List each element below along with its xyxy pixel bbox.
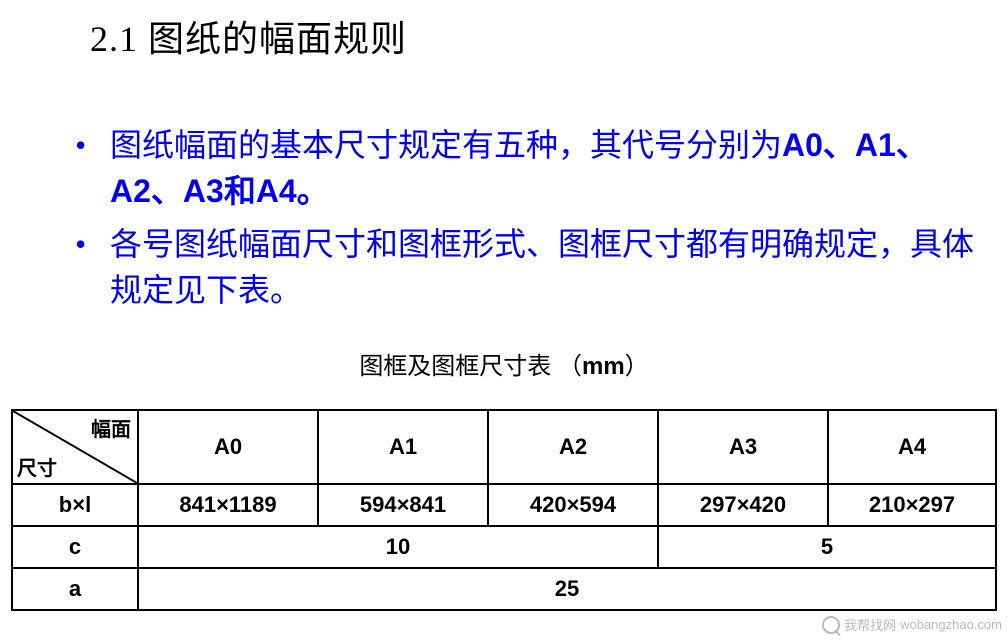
table-row-c: c 10 5: [12, 526, 996, 568]
row-c-label: c: [12, 526, 138, 568]
header-a4: A4: [828, 410, 996, 484]
bullet-1-text: 图纸幅面的基本尺寸规定有五种，其代号分别为: [110, 127, 782, 163]
table-caption: 图框及图框尺寸表 （mm）: [0, 346, 1008, 381]
caption-close: ）: [625, 353, 649, 380]
cell-c-10: 10: [138, 526, 658, 568]
watermark-url: wobangzhao.com: [900, 617, 1002, 632]
table-row-a: a 25: [12, 568, 996, 610]
bullet-item-1: 图纸幅面的基本尺寸规定有五种，其代号分别为A0、A1、A2、A3和A4。: [75, 122, 975, 215]
row-a-label: a: [12, 568, 138, 610]
bullet-item-2: 各号图纸幅面尺寸和图框形式、图框尺寸都有明确规定，具体规定见下表。: [75, 221, 975, 314]
page-title: 2.1 图纸的幅面规则: [90, 10, 1008, 62]
cell-bl-1: 594×841: [318, 484, 488, 526]
watermark: 我帮找网 wobangzhao.com: [822, 615, 1002, 634]
diag-label-top: 幅面: [91, 413, 131, 442]
watermark-text: 我帮找网: [844, 615, 896, 634]
caption-text: 图框及图框尺寸表 （: [359, 353, 582, 380]
diag-label-bottom: 尺寸: [17, 452, 57, 481]
cell-bl-4: 210×297: [828, 484, 996, 526]
size-table: 幅面 尺寸 A0 A1 A2 A3 A4 b×l 841×1189 594×84…: [11, 409, 997, 611]
cell-bl-0: 841×1189: [138, 484, 318, 526]
cell-c-5: 5: [658, 526, 996, 568]
header-a0: A0: [138, 410, 318, 484]
table-header-row: 幅面 尺寸 A0 A1 A2 A3 A4: [12, 410, 996, 484]
header-a2: A2: [488, 410, 658, 484]
header-a3: A3: [658, 410, 828, 484]
cell-bl-3: 297×420: [658, 484, 828, 526]
slide-container: 2.1 图纸的幅面规则 图纸幅面的基本尺寸规定有五种，其代号分别为A0、A1、A…: [0, 0, 1008, 640]
cell-bl-2: 420×594: [488, 484, 658, 526]
row-bl-label: b×l: [12, 484, 138, 526]
bullet-list: 图纸幅面的基本尺寸规定有五种，其代号分别为A0、A1、A2、A3和A4。 各号图…: [75, 122, 975, 314]
magnifier-icon: [822, 616, 840, 634]
header-a1: A1: [318, 410, 488, 484]
cell-a-25: 25: [138, 568, 996, 610]
table-row-bl: b×l 841×1189 594×841 420×594 297×420 210…: [12, 484, 996, 526]
diagonal-header-cell: 幅面 尺寸: [12, 410, 138, 484]
caption-unit: mm: [582, 353, 625, 380]
